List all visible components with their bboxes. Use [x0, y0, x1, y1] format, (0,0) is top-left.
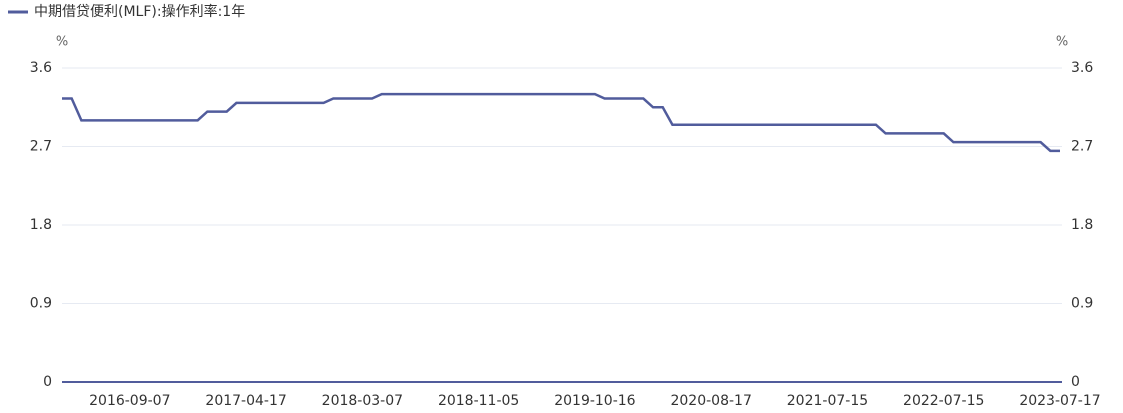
- x-tick-label: 2021-07-15: [787, 393, 868, 409]
- x-tick-label: 2020-08-17: [670, 393, 751, 409]
- x-tick-label: 2022-07-15: [903, 393, 984, 409]
- line: [62, 92, 1060, 153]
- x-tick-label: 2016-09-07: [89, 393, 170, 409]
- y2-tick-label: 3.6: [1071, 60, 1093, 76]
- y-unit: %: [56, 35, 68, 50]
- y-tick-label: 0: [43, 374, 52, 390]
- y2-tick-label: 2.7: [1071, 139, 1093, 155]
- y2-tick-label: 0: [1071, 374, 1080, 390]
- x-tick-label: 2023-07-17: [1019, 393, 1100, 409]
- legend-label: 中期借贷便利(MLF):操作利率:1年: [34, 3, 245, 20]
- y2-unit: %: [1056, 35, 1068, 50]
- y-tick-label: 1.8: [30, 217, 52, 233]
- x-tick-label: 2017-04-17: [205, 393, 286, 409]
- x-tick-label: 2018-03-07: [322, 393, 403, 409]
- y-tick-label: 0.9: [30, 296, 52, 312]
- y2-tick-label: 1.8: [1071, 217, 1093, 233]
- y2-tick-label: 0.9: [1071, 296, 1093, 312]
- x-tick-label: 2018-11-05: [438, 393, 519, 409]
- x-tick-label: 2019-10-16: [554, 393, 635, 409]
- y-tick-label: 3.6: [30, 60, 52, 76]
- y-tick-label: 2.7: [30, 139, 52, 155]
